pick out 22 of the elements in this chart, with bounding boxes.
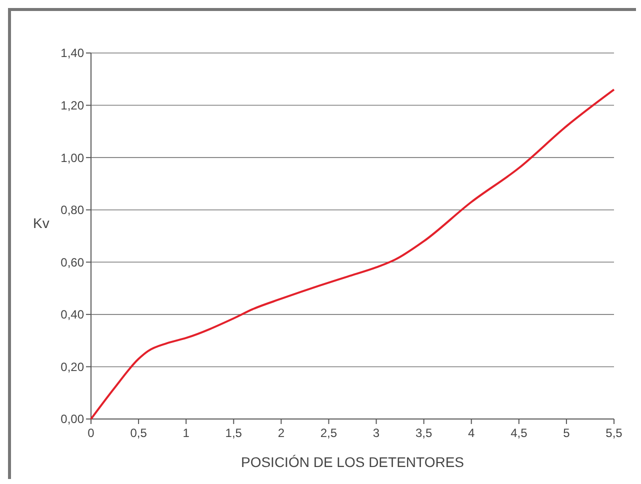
y-tick-label: 0,60: [60, 255, 84, 270]
x-tick-label: 1: [182, 426, 190, 440]
x-tick-label: 2,5: [320, 426, 338, 440]
y-tick-label: 1,40: [60, 46, 84, 60]
x-tick-label: 4,5: [510, 426, 528, 440]
x-tick-label: 4: [468, 426, 476, 440]
x-tick-label: 0,5: [130, 426, 148, 440]
y-tick-label: 0,20: [60, 360, 84, 374]
x-tick-label: 5,5: [606, 426, 623, 440]
x-tick-label: 3: [372, 426, 380, 440]
y-tick-label: 0,80: [60, 203, 84, 218]
x-tick-label: 0: [88, 426, 95, 440]
y-tick-label: 0,40: [60, 308, 84, 322]
x-tick-label: 3,5: [415, 426, 432, 440]
x-axis-title: POSICIÓN DE LOS DETENTORES: [240, 454, 464, 470]
y-tick-label: 0,00: [60, 412, 84, 426]
x-tick-label: 5: [563, 426, 570, 440]
y-tick-label: 1,00: [60, 150, 84, 165]
y-axis-title: Kv: [33, 215, 50, 232]
x-tick-label: 2: [278, 426, 285, 440]
y-tick-label: 1,20: [60, 98, 84, 112]
x-tick-label: 1,5: [225, 426, 242, 440]
